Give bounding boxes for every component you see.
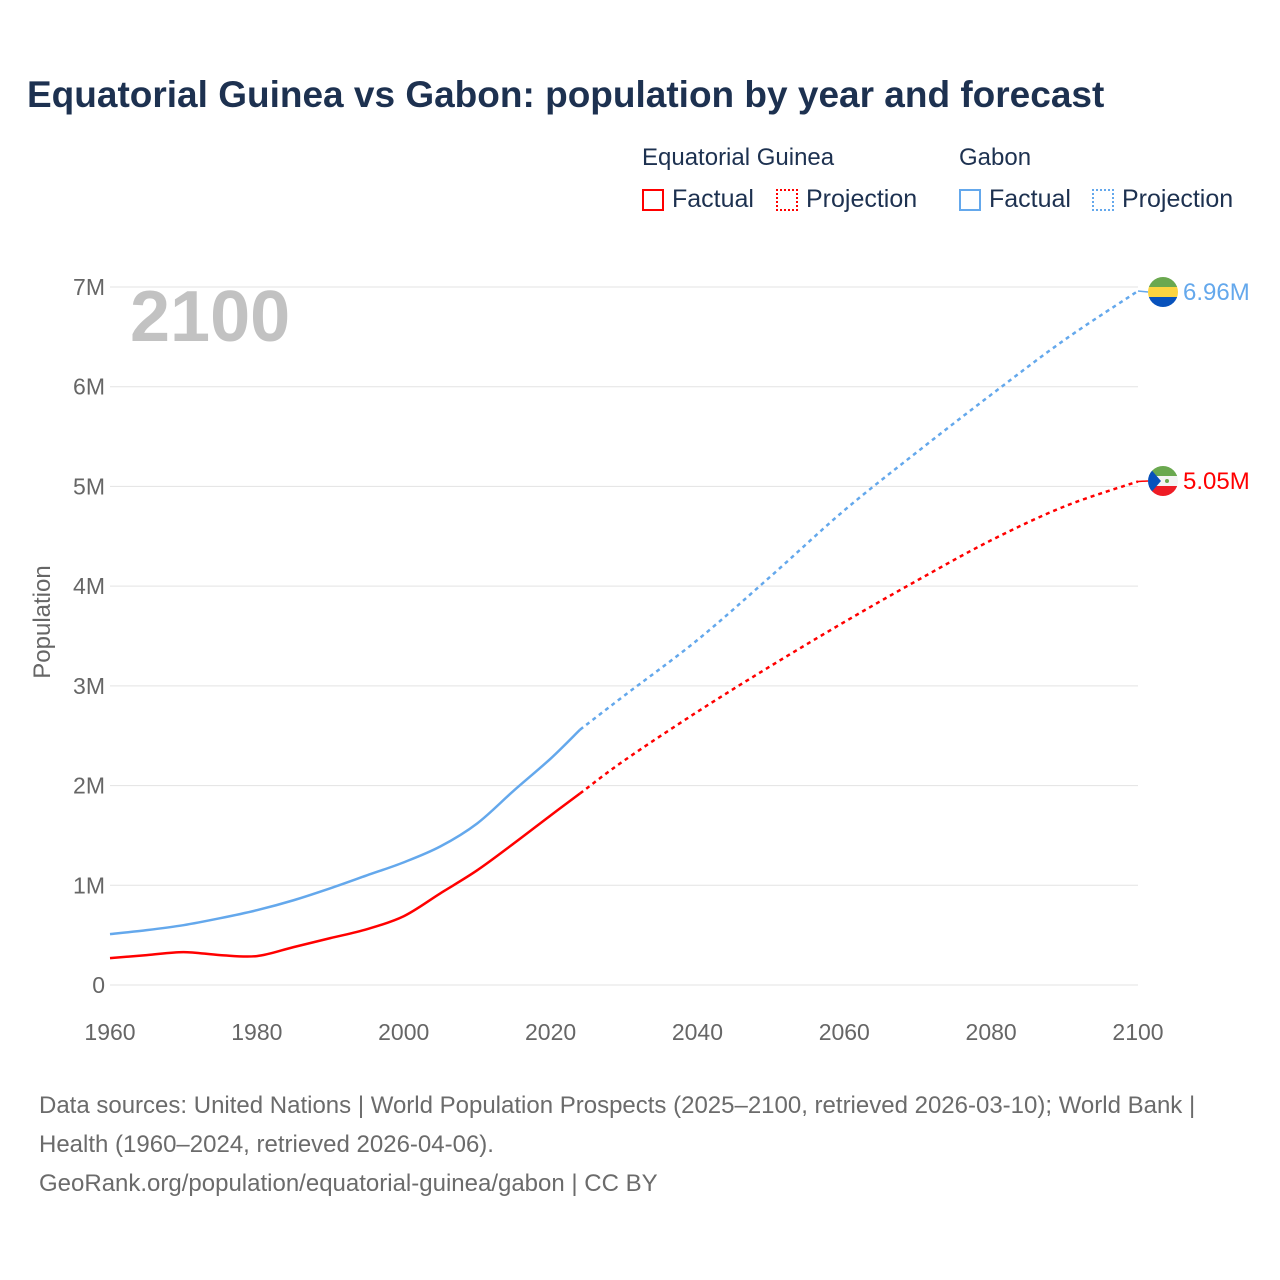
x-tick-label: 1960 [84, 1019, 135, 1045]
y-axis-label: Population [29, 565, 56, 678]
year-watermark: 2100 [130, 277, 290, 357]
gabon-flag [1148, 277, 1178, 307]
gridlines [110, 286, 1138, 986]
line-chart: 2100 Population 0 1M 2M 3M 4M 5M 6M 7M 1960 1980… [29, 274, 1250, 1045]
legend-label: Factual [989, 185, 1071, 213]
y-tick-label: 6M [73, 374, 105, 400]
x-tick-label: 2020 [525, 1019, 576, 1045]
x-tick-label: 2080 [966, 1019, 1017, 1045]
legend-group-gabon: Gabon [959, 144, 1032, 171]
gabon-factual-line [109, 728, 581, 936]
y-tick-label: 5M [73, 473, 105, 499]
legend-swatch-dotted [776, 188, 798, 211]
legend-gabon-factual[interactable]: Factual [959, 185, 1071, 214]
legend-swatch-dotted [1092, 188, 1114, 211]
legend-eqg-projection[interactable]: Projection [776, 185, 917, 214]
y-tick-label: 1M [73, 872, 105, 898]
equatorial-guinea-end-label: 5.05M [1183, 468, 1250, 495]
legend-label: Factual [672, 185, 754, 213]
equatorial-guinea-factual-line [109, 792, 581, 960]
gabon-projection-line [579, 289, 1139, 731]
y-tick-label: 0 [92, 972, 105, 998]
equatorial-guinea-projection-line [579, 480, 1139, 795]
data-sources: Data sources: United Nations | World Pop… [39, 1092, 1196, 1158]
y-tick-label: 2M [73, 773, 105, 799]
y-tick-label: 3M [73, 673, 105, 699]
y-tick-label: 7M [73, 274, 105, 300]
legend-label: Projection [1122, 185, 1234, 213]
footer: Data sources: United Nations | World Pop… [39, 1086, 1239, 1203]
y-tick-label: 4M [73, 573, 105, 599]
legend-label: Projection [806, 185, 918, 213]
x-tick-label: 2000 [378, 1019, 429, 1045]
gabon-end-label: 6.96M [1183, 279, 1250, 306]
chart-title: Equatorial Guinea vs Gabon: population b… [27, 74, 1105, 115]
x-tick-label: 2060 [819, 1019, 870, 1045]
legend-group-equatorial-guinea: Equatorial Guinea [642, 144, 835, 171]
x-tick-label: 2040 [672, 1019, 723, 1045]
gabon-end-connector [1137, 290, 1149, 293]
legend-swatch-solid [959, 188, 981, 211]
equatorial-guinea-flag [1148, 466, 1178, 496]
legend-eqg-factual[interactable]: Factual [642, 185, 754, 214]
x-tick-label: 2100 [1112, 1019, 1163, 1045]
legend-gabon-projection[interactable]: Projection [1092, 185, 1233, 214]
x-tick-label: 1980 [231, 1019, 282, 1045]
legend-swatch-solid [642, 188, 664, 211]
source-link[interactable]: GeoRank.org/population/equatorial-guinea… [39, 1170, 658, 1197]
